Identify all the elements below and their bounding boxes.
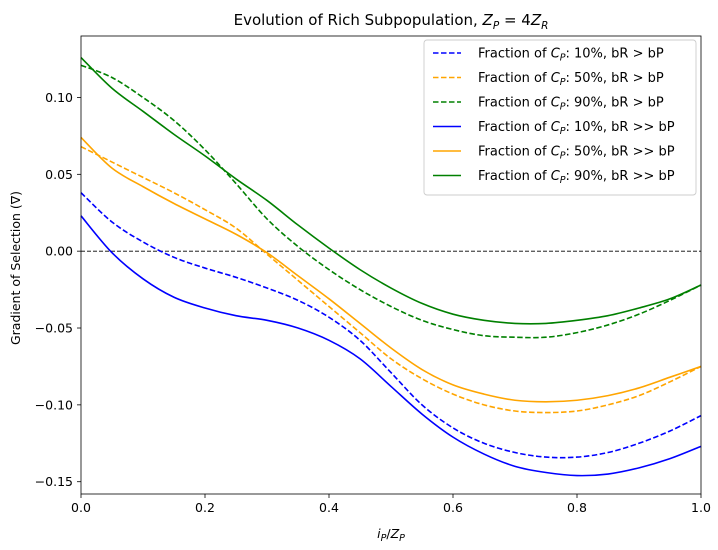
y-tick-label: 0.10 [45, 90, 73, 105]
chart-title: Evolution of Rich Subpopulation, ZP = 4Z… [234, 11, 549, 32]
x-tick-label: 0.4 [319, 500, 339, 515]
x-tick-label: 0.2 [195, 500, 215, 515]
series-line-5 [80, 136, 702, 403]
x-tick-label: 1.0 [691, 500, 711, 515]
y-tick-label: 0.05 [45, 167, 73, 182]
x-tick-label: 0.8 [567, 500, 587, 515]
x-tick-label: 0.6 [443, 500, 463, 515]
legend-label-4: Fraction of CP: 10%, bR >> bP [478, 120, 675, 137]
legend-label-3: Fraction of CP: 90%, bR > bP [478, 96, 664, 113]
legend-label-6: Fraction of CP: 90%, bR >> bP [478, 169, 675, 186]
series-line-4 [80, 215, 702, 477]
y-tick-label: 0.00 [45, 244, 73, 259]
series-line-3 [80, 64, 702, 339]
y-tick-label: −0.05 [35, 321, 73, 336]
legend-box [423, 39, 697, 196]
legend-label-1: Fraction of CP: 10%, bR > bP [478, 47, 664, 64]
legend-label-2: Fraction of CP: 50%, bR > bP [478, 71, 664, 88]
series-line-2 [80, 145, 702, 414]
x-axis-label: iP/ZP [377, 526, 405, 544]
y-tick-label: −0.10 [35, 397, 73, 412]
plot-area: 0.0 0.2 0.4 0.6 0.8 1.0 0.10 0.05 0.00 −0.05 −0.10… [35, 35, 711, 515]
legend: Fraction of CP: 10%, bR > bP Fraction of … [423, 39, 697, 196]
axes-frame [80, 35, 702, 495]
y-tick-label: −0.15 [35, 474, 73, 489]
legend-label-5: Fraction of CP: 50%, bR >> bP [478, 145, 675, 162]
y-axis-label: Gradient of Selection (∇) [8, 191, 23, 345]
series-line-6 [80, 56, 702, 325]
series-line-1 [80, 192, 702, 459]
x-tick-label: 0.0 [71, 500, 91, 515]
